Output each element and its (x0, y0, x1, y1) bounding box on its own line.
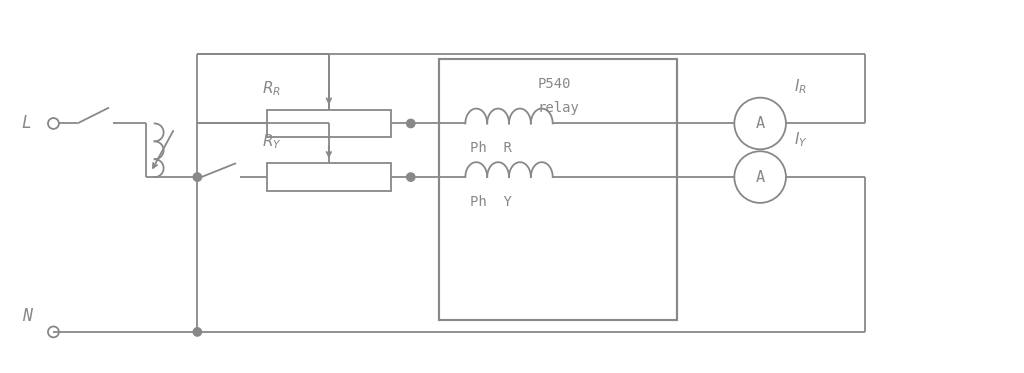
Circle shape (194, 328, 202, 336)
Text: relay: relay (538, 101, 580, 115)
Text: $R_Y$: $R_Y$ (262, 132, 282, 151)
Text: $I_R$: $I_R$ (794, 77, 807, 96)
Bar (438, 59, 677, 320)
Circle shape (194, 173, 202, 181)
Text: P540: P540 (538, 77, 571, 91)
Text: $R_R$: $R_R$ (262, 79, 281, 98)
Text: Ph  R: Ph R (470, 141, 512, 155)
Circle shape (407, 173, 415, 181)
Text: Ph  Y: Ph Y (470, 195, 512, 209)
Bar (267, 163, 391, 191)
Text: A: A (756, 170, 765, 185)
Bar (267, 110, 391, 137)
Text: $I_Y$: $I_Y$ (794, 131, 808, 149)
Circle shape (407, 119, 415, 128)
Text: L: L (22, 115, 32, 132)
Text: N: N (22, 307, 32, 325)
Text: A: A (756, 116, 765, 131)
